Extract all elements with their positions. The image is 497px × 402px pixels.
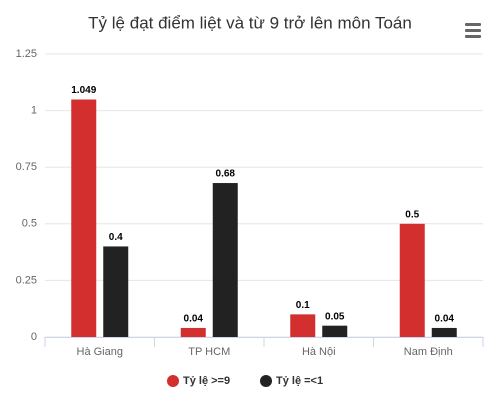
- menu-bar: [465, 35, 481, 38]
- x-tick-label: Nam Định: [404, 346, 453, 358]
- bar: [180, 327, 206, 337]
- y-tick-label: 0.25: [16, 274, 37, 286]
- x-tick-label: TP HCM: [188, 346, 230, 358]
- x-tick-label: Hà Nội: [302, 346, 336, 358]
- menu-button[interactable]: [465, 23, 481, 38]
- bar: [399, 223, 425, 337]
- data-label: 0.04: [435, 314, 455, 325]
- legend-marker: [167, 375, 179, 387]
- y-tick-label: 1: [31, 105, 37, 117]
- menu-bar: [465, 23, 481, 26]
- menu-bar: [465, 29, 481, 32]
- y-tick-label: 0: [31, 331, 37, 343]
- y-tick-label: 0.5: [22, 218, 37, 230]
- chart-title: Tỷ lệ đạt điểm liệt và từ 9 trở lên môn …: [88, 13, 412, 32]
- data-label: 0.5: [405, 209, 419, 220]
- data-label: 0.04: [184, 314, 204, 325]
- bar: [71, 99, 97, 337]
- bar: [431, 327, 457, 337]
- data-label: 0.68: [216, 169, 236, 180]
- bar: [103, 246, 129, 337]
- legend-marker: [260, 375, 272, 387]
- data-label: 0.05: [325, 311, 345, 322]
- bar: [322, 325, 348, 337]
- legend-label: Tỷ lệ =<1: [276, 375, 323, 387]
- y-tick-label: 0.75: [16, 161, 37, 173]
- data-label: 0.1: [296, 300, 310, 311]
- data-label: 0.4: [109, 232, 123, 243]
- data-label: 1.049: [71, 85, 96, 96]
- bar: [212, 183, 238, 337]
- y-tick-label: 1.25: [16, 48, 37, 60]
- x-tick-label: Hà Giang: [77, 346, 123, 358]
- bar: [290, 314, 316, 337]
- legend-label: Tỷ lệ >=9: [183, 375, 230, 387]
